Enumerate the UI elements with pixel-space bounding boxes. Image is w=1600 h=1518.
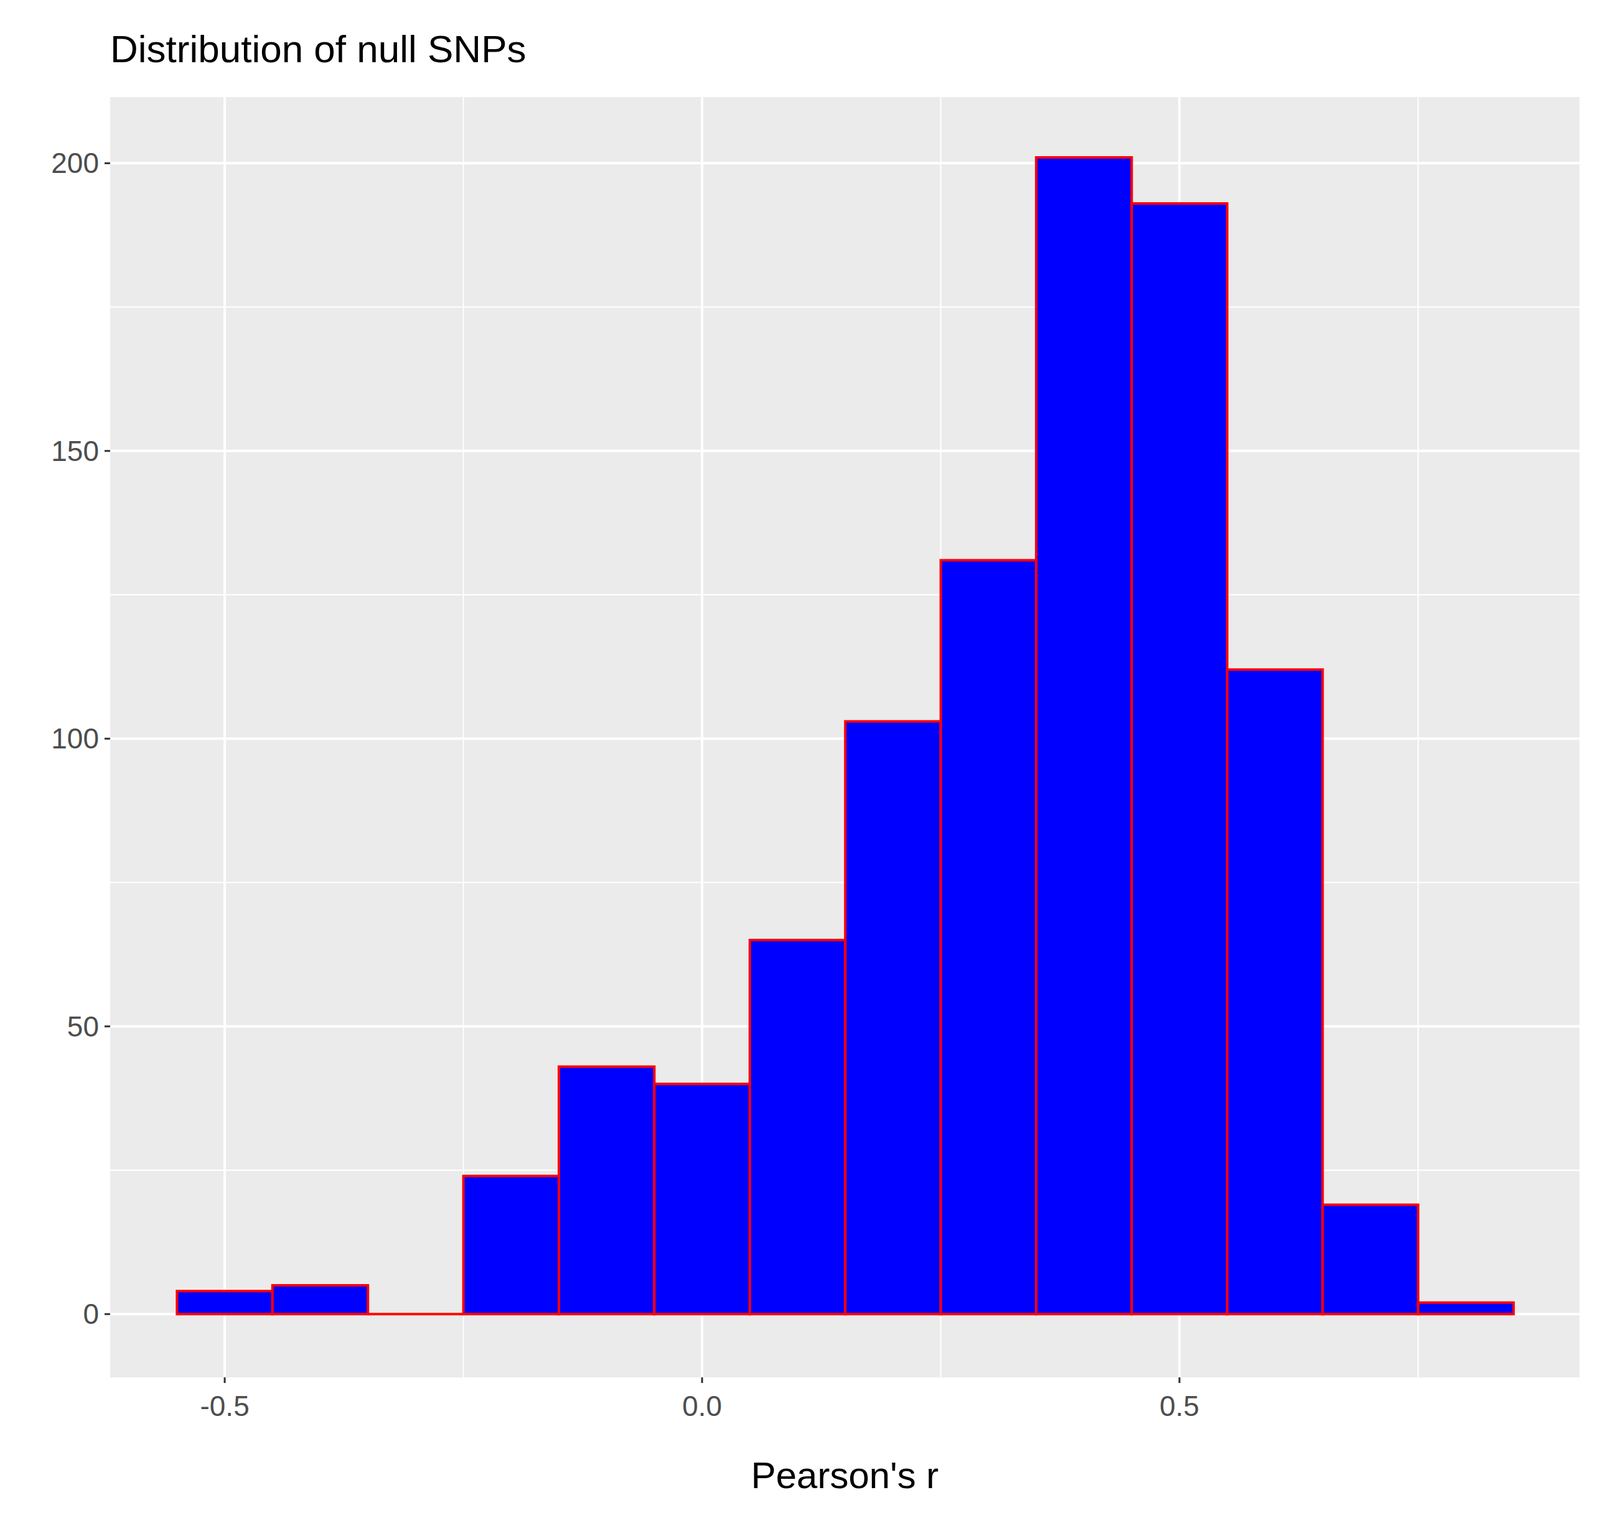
bar bbox=[272, 1285, 368, 1315]
y-tick-label: 0 bbox=[82, 1298, 99, 1331]
chart: -0.5 0.0 0.5 0 50 100 150 200 Distribution of nu… bbox=[0, 0, 1600, 1518]
x-tick bbox=[1178, 1377, 1181, 1384]
x-tick bbox=[224, 1377, 226, 1384]
grid-line bbox=[110, 449, 1580, 453]
bar bbox=[940, 560, 1037, 1315]
x-axis-label: Pearson's r bbox=[751, 1454, 940, 1497]
bar bbox=[749, 940, 846, 1315]
y-tick bbox=[104, 738, 111, 740]
bar bbox=[463, 1176, 559, 1315]
bar bbox=[176, 1291, 272, 1315]
plot-panel bbox=[110, 97, 1580, 1378]
bar bbox=[1227, 669, 1323, 1315]
y-tick-label: 150 bbox=[51, 435, 99, 468]
bar bbox=[558, 1067, 655, 1315]
minor-grid bbox=[1417, 97, 1419, 1378]
bar bbox=[1418, 1303, 1514, 1315]
bar bbox=[367, 1313, 464, 1316]
y-tick bbox=[104, 1313, 111, 1316]
minor-grid bbox=[110, 594, 1580, 596]
x-tick-label: 0.5 bbox=[1159, 1390, 1200, 1423]
y-tick bbox=[104, 1025, 111, 1028]
x-tick-label: -0.5 bbox=[199, 1390, 249, 1423]
axes: -0.5 0.0 0.5 0 50 100 150 200 bbox=[51, 146, 1200, 1423]
y-tick-label: 100 bbox=[51, 722, 99, 755]
x-tick-label: 0.0 bbox=[682, 1390, 722, 1423]
x-tick bbox=[701, 1377, 704, 1384]
y-tick bbox=[104, 162, 111, 165]
bar bbox=[1036, 157, 1132, 1315]
y-tick-label: 200 bbox=[51, 146, 99, 180]
bar bbox=[1132, 203, 1228, 1315]
title: Distribution of null SNPs bbox=[110, 27, 527, 71]
bars bbox=[176, 157, 1514, 1315]
grid-line bbox=[110, 161, 1580, 165]
bar bbox=[654, 1084, 750, 1315]
grid bbox=[110, 97, 1580, 1378]
bar bbox=[845, 721, 941, 1315]
grid-line bbox=[223, 97, 226, 1378]
y-tick bbox=[104, 449, 111, 452]
minor-grid bbox=[110, 306, 1580, 309]
bar bbox=[1322, 1205, 1418, 1315]
y-tick-label: 50 bbox=[67, 1010, 99, 1044]
